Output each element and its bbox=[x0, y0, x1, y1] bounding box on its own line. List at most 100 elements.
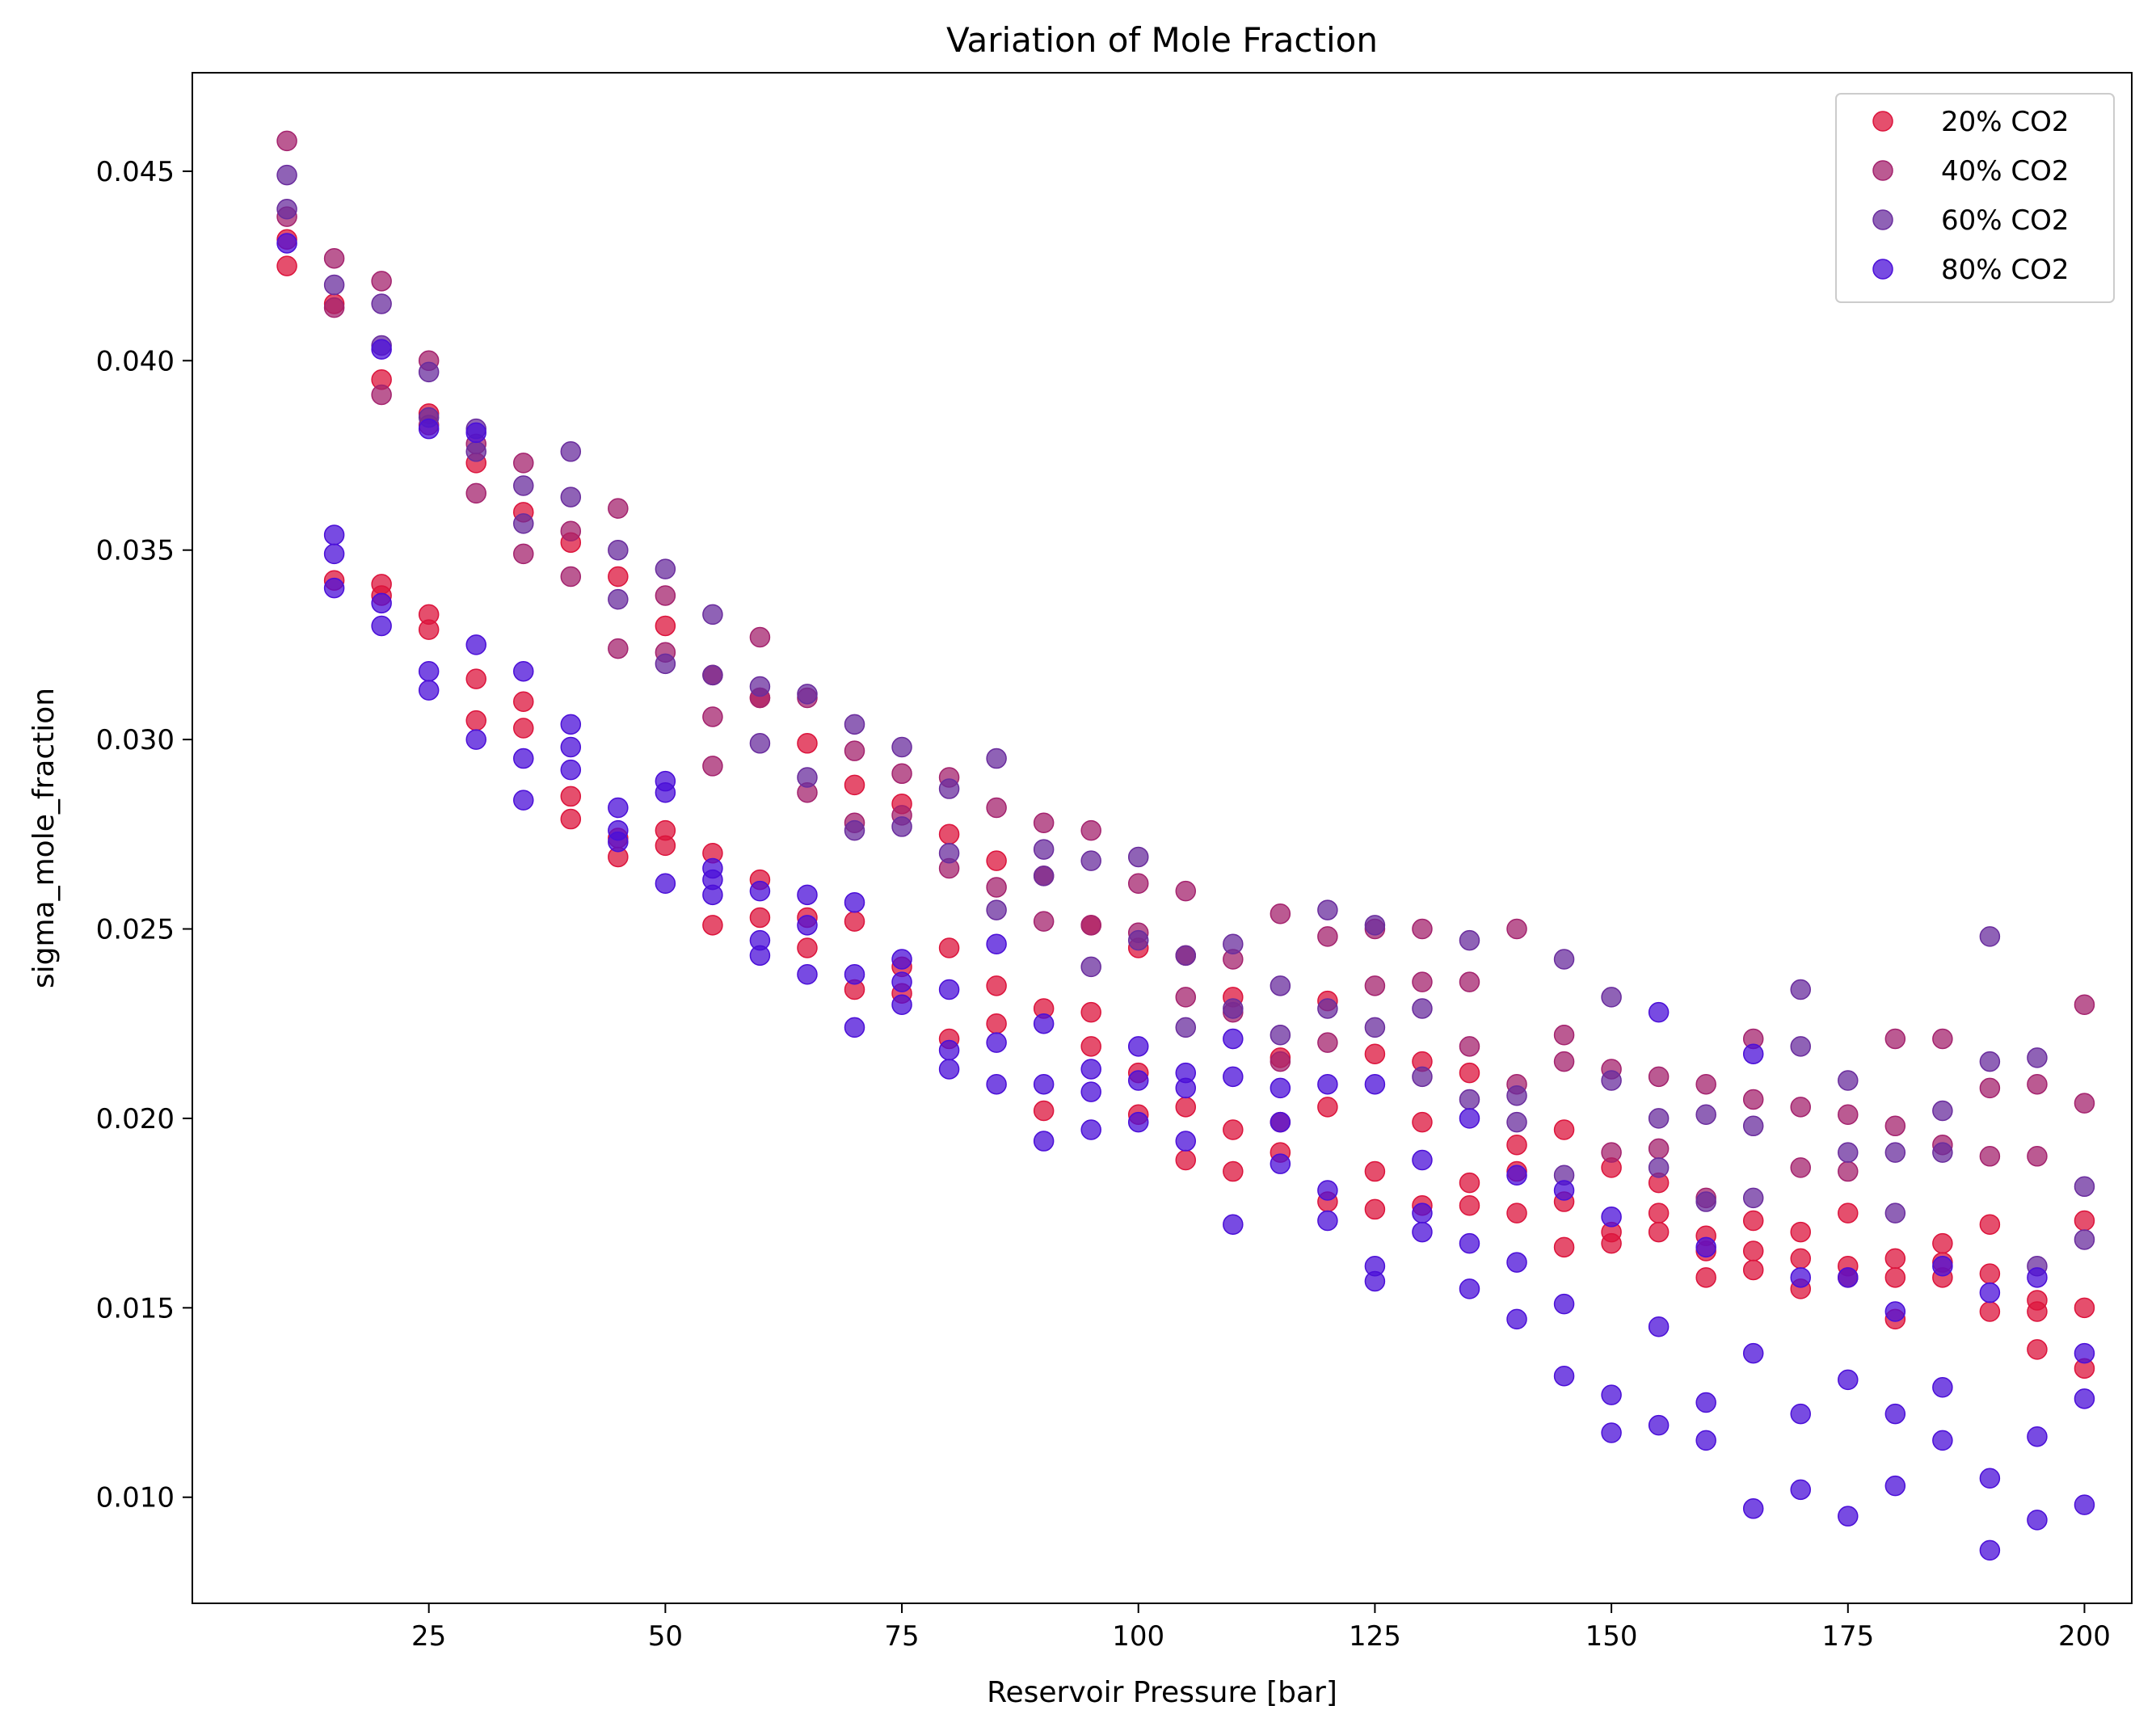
data-point bbox=[1932, 1028, 1953, 1050]
data-point bbox=[465, 710, 486, 731]
y-tick-label: 0.025 bbox=[96, 914, 175, 946]
data-point bbox=[323, 543, 345, 565]
data-point bbox=[1412, 1111, 1433, 1133]
data-point bbox=[560, 714, 582, 735]
data-point bbox=[1506, 918, 1527, 940]
data-point bbox=[938, 843, 960, 864]
data-point bbox=[1317, 926, 1338, 947]
data-point bbox=[513, 543, 534, 565]
data-point bbox=[986, 1013, 1007, 1034]
data-point bbox=[1459, 1232, 1480, 1254]
data-points bbox=[276, 130, 2095, 1561]
legend-label: 40% CO2 bbox=[1941, 155, 2070, 187]
data-point bbox=[891, 994, 912, 1016]
data-point bbox=[938, 823, 960, 845]
data-point bbox=[513, 660, 534, 682]
data-point bbox=[1884, 1142, 1906, 1163]
data-point bbox=[323, 247, 345, 269]
data-point bbox=[986, 933, 1007, 955]
x-tick-label: 50 bbox=[648, 1620, 683, 1653]
data-point bbox=[797, 767, 818, 788]
data-point bbox=[276, 130, 297, 152]
data-point bbox=[986, 1073, 1007, 1095]
data-point bbox=[1790, 979, 1811, 1000]
data-point bbox=[371, 574, 392, 595]
data-point bbox=[560, 486, 582, 508]
data-point bbox=[1742, 1187, 1764, 1209]
data-point bbox=[1412, 971, 1433, 992]
y-tick-label: 0.015 bbox=[96, 1292, 175, 1325]
data-point bbox=[1979, 1539, 2001, 1561]
data-point bbox=[2074, 1229, 2095, 1250]
data-point bbox=[276, 199, 297, 220]
data-point bbox=[844, 740, 865, 761]
data-point bbox=[1695, 1430, 1716, 1451]
data-point bbox=[276, 233, 297, 254]
y-tick-label: 0.030 bbox=[96, 724, 175, 756]
legend-marker bbox=[1872, 111, 1893, 132]
data-point bbox=[1790, 1267, 1811, 1288]
data-point bbox=[1364, 1256, 1386, 1277]
data-point bbox=[938, 1059, 960, 1080]
data-point bbox=[1790, 1403, 1811, 1425]
data-point bbox=[418, 680, 440, 701]
data-point bbox=[1695, 1191, 1716, 1212]
data-point bbox=[1080, 850, 1101, 871]
y-tick-label: 0.035 bbox=[96, 535, 175, 567]
data-point bbox=[1459, 1089, 1480, 1110]
data-point bbox=[938, 937, 960, 958]
data-point bbox=[1506, 1202, 1527, 1223]
data-point bbox=[1742, 1342, 1764, 1364]
data-point bbox=[560, 759, 582, 781]
data-point bbox=[986, 797, 1007, 819]
data-point bbox=[1553, 949, 1575, 970]
data-point bbox=[513, 475, 534, 496]
data-point bbox=[1601, 1142, 1622, 1163]
data-point bbox=[702, 915, 723, 936]
data-point bbox=[1695, 1104, 1716, 1125]
data-point bbox=[1270, 1051, 1291, 1072]
data-point bbox=[1648, 1157, 1670, 1178]
data-point bbox=[1553, 1180, 1575, 1201]
data-point bbox=[1790, 1221, 1811, 1243]
series-3-points bbox=[276, 164, 2095, 1277]
data-point bbox=[1695, 1236, 1716, 1258]
data-point bbox=[1648, 1066, 1670, 1088]
data-point bbox=[465, 482, 486, 504]
data-point bbox=[702, 869, 723, 891]
data-point bbox=[1223, 1119, 1244, 1140]
data-point bbox=[1648, 1414, 1670, 1436]
data-point bbox=[1364, 1073, 1386, 1095]
data-point bbox=[1364, 1198, 1386, 1220]
data-point bbox=[371, 384, 392, 406]
data-point bbox=[891, 949, 912, 970]
data-point bbox=[418, 418, 440, 440]
data-point bbox=[1412, 1149, 1433, 1171]
data-point bbox=[1175, 880, 1197, 902]
data-point bbox=[513, 691, 534, 712]
data-point bbox=[1838, 1202, 1859, 1223]
data-point bbox=[797, 937, 818, 958]
data-point bbox=[1979, 926, 2001, 947]
data-point bbox=[797, 684, 818, 705]
data-point bbox=[1884, 1202, 1906, 1223]
data-point bbox=[2074, 1297, 2095, 1319]
data-point bbox=[608, 819, 629, 841]
plot-frame bbox=[192, 72, 2133, 1604]
data-point bbox=[513, 718, 534, 739]
data-point bbox=[1648, 1108, 1670, 1129]
data-point bbox=[2027, 1047, 2048, 1068]
data-point bbox=[1742, 1115, 1764, 1137]
data-point bbox=[1223, 998, 1244, 1019]
data-point bbox=[418, 361, 440, 383]
data-point bbox=[2027, 1426, 2048, 1447]
data-point bbox=[1838, 1267, 1859, 1288]
data-point bbox=[1459, 1194, 1480, 1216]
data-point bbox=[1601, 987, 1622, 1008]
data-point bbox=[1838, 1142, 1859, 1163]
data-point bbox=[1412, 918, 1433, 940]
legend-label: 80% CO2 bbox=[1941, 254, 2070, 286]
data-point bbox=[702, 664, 723, 686]
data-point bbox=[608, 498, 629, 519]
data-point bbox=[986, 748, 1007, 769]
